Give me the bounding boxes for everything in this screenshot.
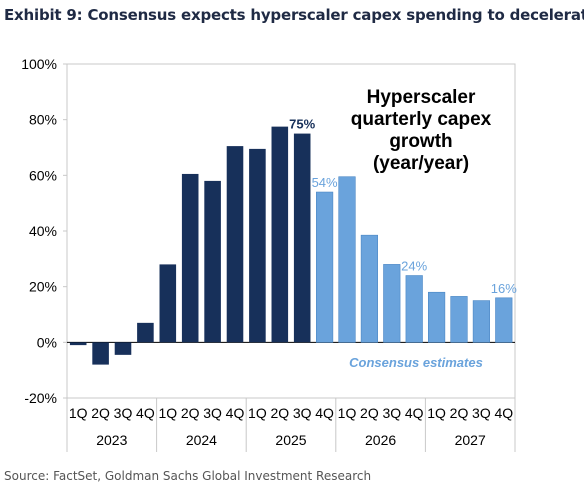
- x-quarter-label: 2Q: [91, 405, 110, 421]
- bar-4: [159, 264, 177, 343]
- y-tick-label: 40%: [29, 223, 57, 239]
- bar-11: [316, 191, 334, 343]
- bar-12: [338, 176, 356, 343]
- x-quarter-label: 4Q: [315, 405, 334, 421]
- y-tick-label: 0%: [37, 334, 57, 350]
- annotation-title-line: (year/year): [373, 153, 469, 174]
- bar-14: [383, 264, 401, 343]
- x-quarter-label: 3Q: [203, 405, 222, 421]
- x-quarter-label: 3Q: [382, 405, 401, 421]
- x-quarter-label: 4Q: [226, 405, 245, 421]
- bar-15: [405, 275, 423, 343]
- bar-19: [495, 297, 513, 343]
- annotation-title-line: Hyperscaler: [367, 87, 476, 108]
- bar-5: [181, 173, 199, 343]
- x-quarter-label: 2Q: [270, 405, 289, 421]
- bar-10: [293, 133, 311, 343]
- bar-13: [360, 234, 378, 343]
- data-label-15: 24%: [401, 259, 427, 274]
- x-year-label: 2023: [96, 432, 127, 448]
- source-note: Source: FactSet, Goldman Sachs Global In…: [4, 469, 372, 483]
- data-label-10: 75%: [289, 117, 315, 132]
- consensus-estimates-label: Consensus estimates: [349, 355, 483, 370]
- x-quarter-label: 4Q: [494, 405, 513, 421]
- y-axis: -20% 0% 20% 40% 60% 80% 100%: [21, 56, 67, 406]
- x-year-label: 2025: [275, 432, 306, 448]
- x-quarter-label: 3Q: [472, 405, 491, 421]
- exhibit-title: Exhibit 9: Consensus expects hyperscaler…: [4, 6, 584, 24]
- x-quarter-label: 1Q: [248, 405, 267, 421]
- bars-group: [69, 126, 513, 365]
- bar-17: [450, 296, 468, 343]
- x-quarter-label: 3Q: [114, 405, 133, 421]
- y-tick-label: 60%: [29, 167, 57, 183]
- x-quarter-label: 1Q: [69, 405, 88, 421]
- bar-1: [92, 342, 109, 365]
- annotation-title-line: quarterly capex: [351, 109, 492, 130]
- bar-0: [69, 342, 87, 346]
- bar-3: [137, 322, 154, 343]
- y-tick-label: 20%: [29, 279, 57, 295]
- y-tick-label: 100%: [21, 56, 57, 72]
- bar-9: [271, 126, 289, 343]
- data-label-11: 54%: [312, 175, 338, 190]
- x-quarter-label: 2Q: [450, 405, 469, 421]
- bar-6: [204, 180, 221, 343]
- bar-7: [226, 146, 244, 343]
- x-quarter-label: 3Q: [293, 405, 312, 421]
- x-axis: 1Q 2Q 3Q 4Q 1Q 2Q 3Q 4Q 1Q 2Q 3Q 4Q 1Q 2Q 3Q 4Q 1Q 2Q 3Q 4Q…: [66, 398, 516, 452]
- bar-8: [249, 148, 266, 343]
- x-quarter-label: 1Q: [427, 405, 446, 421]
- x-year-label: 2026: [365, 432, 396, 448]
- data-labels-group: 75% 54% 24% 16%: [289, 117, 517, 296]
- y-tick-label: -20%: [24, 390, 57, 406]
- x-quarter-label: 4Q: [405, 405, 424, 421]
- annotation-title-line: growth: [389, 131, 452, 152]
- bar-2: [114, 342, 132, 355]
- x-quarter-label: 2Q: [181, 405, 200, 421]
- data-label-19: 16%: [491, 281, 517, 296]
- y-tick-label: 80%: [29, 112, 57, 128]
- x-quarter-label: 4Q: [136, 405, 155, 421]
- x-quarter-label: 1Q: [338, 405, 357, 421]
- bar-16: [428, 291, 446, 343]
- x-quarter-label: 2Q: [360, 405, 379, 421]
- x-year-label: 2024: [186, 432, 217, 448]
- bar-18: [472, 300, 490, 343]
- x-year-label: 2027: [455, 432, 486, 448]
- x-quarter-label: 1Q: [158, 405, 177, 421]
